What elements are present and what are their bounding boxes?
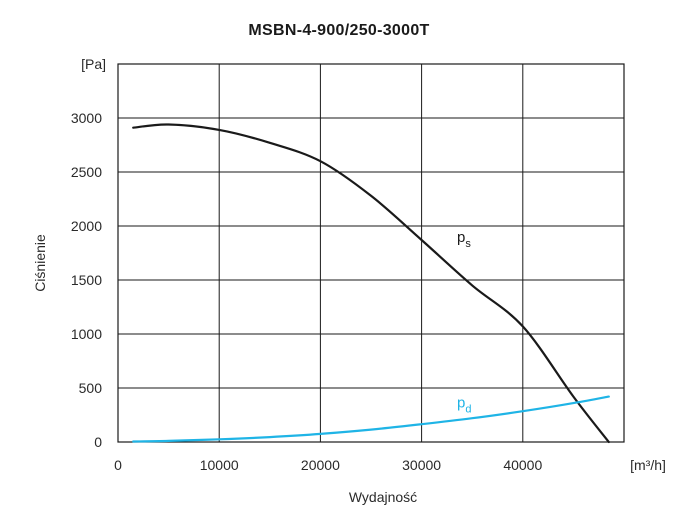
series-label-pd: pd [457,394,471,415]
chart-title: MSBN-4-900/250-3000T [248,22,430,39]
series-labels: ps pd [457,229,471,415]
y-tick-label: 1500 [71,272,102,288]
x-axis-title: Wydajność [349,489,417,505]
y-unit-label: [Pa] [81,56,106,72]
x-tick-label: 30000 [402,457,441,473]
x-tick-label: 0 [114,457,122,473]
tick-labels: 0 10000 20000 30000 40000 0 500 1000 1500 2000 250… [71,110,543,473]
y-tick-label: 1000 [71,326,102,342]
series-lines [132,123,610,444]
y-tick-label: 500 [79,380,103,396]
series-line-ps [132,123,610,444]
grid-lines [118,63,624,442]
y-tick-label: 3000 [71,110,102,126]
series-label-ps: ps [457,229,471,250]
x-tick-label: 10000 [200,457,239,473]
x-tick-label: 20000 [301,457,340,473]
x-unit-label: [m³/h] [630,457,666,473]
plot-frame [117,63,625,443]
y-tick-label: 0 [94,434,102,450]
y-tick-label: 2000 [71,218,102,234]
y-axis-title: Ciśnienie [32,234,48,292]
series-line-pd [132,395,610,443]
x-tick-label: 40000 [503,457,542,473]
y-tick-label: 2500 [71,164,102,180]
